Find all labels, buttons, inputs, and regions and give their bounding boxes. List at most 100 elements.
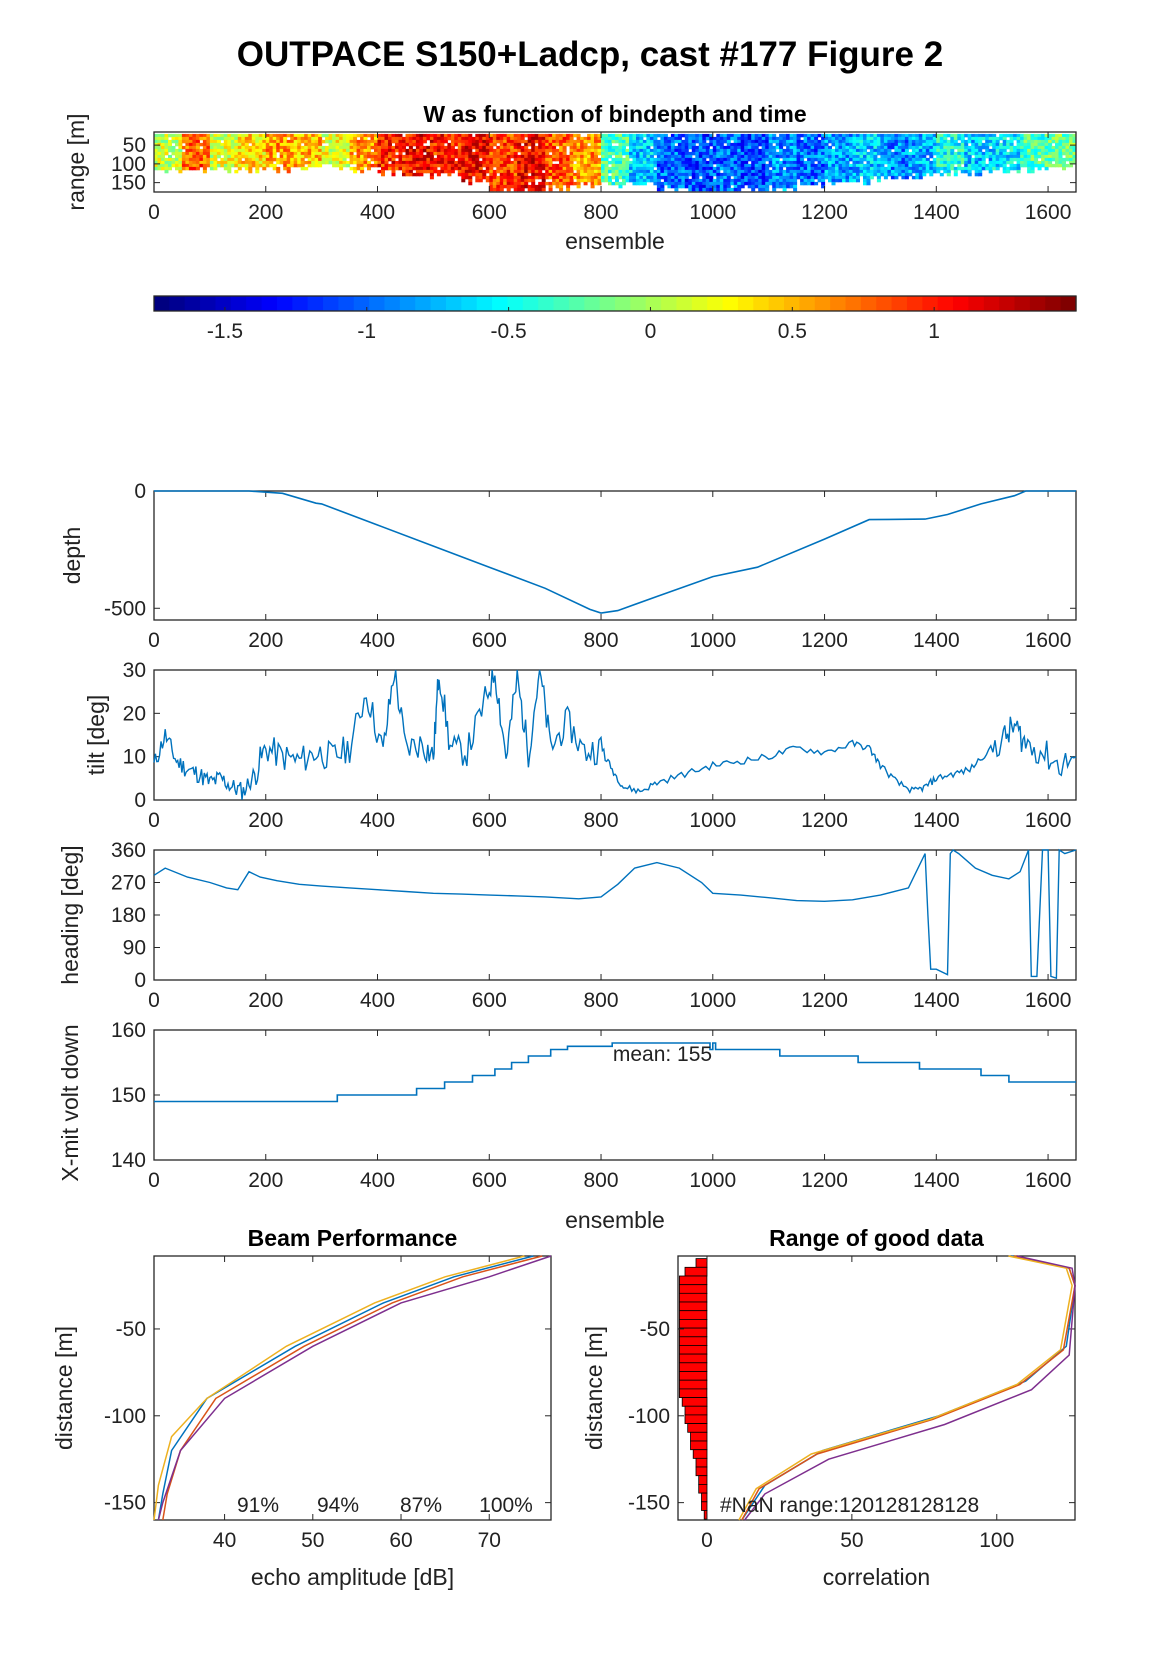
w-image-cell [604,136,609,141]
w-image-cell [768,151,773,156]
w-image-cell [154,139,158,144]
w-image-cell [894,169,899,174]
w-image-cell [719,145,724,150]
w-image-cell [880,136,885,141]
w-image-cell [555,142,560,147]
w-image-cell [667,175,672,180]
w-image-cell [443,154,448,159]
w-image-cell [286,154,291,159]
w-image-cell [786,178,791,183]
w-image-cell [468,160,473,165]
w-image-cell [772,175,777,180]
w-image-cell [513,169,518,174]
w-image-cell [622,148,626,153]
w-image-cell [649,148,654,153]
w-image-cell [615,145,619,150]
w-image-cell [1065,145,1070,150]
w-image-cell [915,163,920,168]
w-image-cell [670,151,675,156]
w-image-cell [293,160,298,165]
w-image-cell [754,178,759,183]
w-image-cell [157,157,162,162]
w-image-cell [709,184,714,189]
w-image-cell [618,157,623,162]
w-image-cell [587,163,592,168]
w-image-cell [660,145,665,150]
w-image-cell [611,148,616,153]
w-image-cell [559,187,564,192]
w-image-cell [824,169,829,174]
w-image-cell [698,139,703,144]
w-image-cell [489,181,494,186]
w-image-cell [580,154,585,159]
w-image-cell [670,184,675,189]
w-image-cell [206,151,211,156]
w-image-cell [475,160,480,165]
w-image-cell [374,148,378,153]
w-image-cell [716,139,721,144]
w-image-cell [213,142,218,147]
colorbar-swatch [230,296,247,311]
w-image-cell [255,163,260,168]
w-image-cell [782,151,787,156]
w-image-cell [178,133,183,138]
w-image-cell [573,157,578,162]
w-image-cell [660,181,665,186]
w-image-cell [527,139,532,144]
w-image-cell [653,163,658,168]
xmit-volt-xtick-label: 1000 [689,1169,736,1192]
w-image-cell [702,142,707,147]
w-image-cell [625,136,630,141]
w-image-cell [545,169,550,174]
colorbar-swatch [292,296,309,311]
w-image-cell [283,136,288,141]
w-image-cell [918,175,923,180]
w-image-cell [740,181,745,186]
w-image-cell [541,148,546,153]
w-image-cell [744,148,749,153]
w-image-cell [381,169,385,174]
w-image-cell [856,163,860,168]
w-image-cell [960,139,965,144]
w-image-cell [831,133,836,138]
w-image-cell [1002,142,1007,147]
w-image-xtick-label: 1600 [1025,201,1072,224]
w-image-cell [852,178,857,183]
w-image-cell [426,160,431,165]
w-image-cell [541,184,546,189]
w-image-cell [304,154,309,159]
w-image-cell [489,154,494,159]
w-image-cell [859,139,864,144]
w-image-cell [510,133,515,138]
w-image-cell [705,184,710,189]
w-image-cell [496,184,501,189]
w-image-cell [408,145,413,150]
w-image-cell [395,160,399,165]
w-image-cell [716,163,721,168]
w-image-cell [964,148,969,153]
w-image-cell [419,151,424,156]
w-image-cell [929,133,934,138]
w-image-cell [499,181,504,186]
w-image-cell [796,163,801,168]
w-image-cell [590,148,595,153]
w-image-cell [856,169,860,174]
w-image-cell [1002,157,1007,162]
w-image-cell [269,163,274,168]
w-image-cell [489,184,494,189]
w-image-cell [702,145,707,150]
w-image-cell [915,172,920,177]
w-image-cell [587,136,592,141]
w-image-cell [1016,136,1021,141]
w-image-cell [209,142,214,147]
w-image-cell [845,148,850,153]
w-image-cell [849,166,853,171]
w-image-cell [332,154,337,159]
w-image-cell [157,136,162,141]
w-image-cell [300,145,305,150]
w-image-cell [517,145,522,150]
w-image-cell [447,166,452,171]
w-image-cell [702,148,707,153]
w-image-cell [594,169,598,174]
w-image-cell [901,169,906,174]
